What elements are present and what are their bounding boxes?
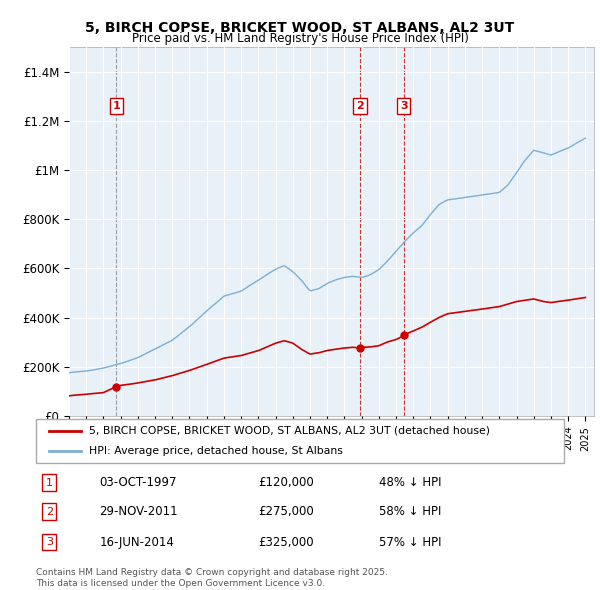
Text: 5, BIRCH COPSE, BRICKET WOOD, ST ALBANS, AL2 3UT (detached house): 5, BIRCH COPSE, BRICKET WOOD, ST ALBANS,…: [89, 426, 490, 436]
Text: 1: 1: [46, 477, 53, 487]
Text: 2: 2: [356, 101, 364, 111]
Text: 1: 1: [112, 101, 120, 111]
Text: 58% ↓ HPI: 58% ↓ HPI: [379, 505, 442, 519]
Text: £325,000: £325,000: [258, 536, 313, 549]
Text: Contains HM Land Registry data © Crown copyright and database right 2025.: Contains HM Land Registry data © Crown c…: [36, 568, 388, 576]
Text: 48% ↓ HPI: 48% ↓ HPI: [379, 476, 442, 489]
Text: HPI: Average price, detached house, St Albans: HPI: Average price, detached house, St A…: [89, 446, 343, 456]
Text: 2: 2: [46, 507, 53, 517]
Text: 57% ↓ HPI: 57% ↓ HPI: [379, 536, 442, 549]
Text: 29-NOV-2011: 29-NOV-2011: [100, 505, 178, 519]
Text: This data is licensed under the Open Government Licence v3.0.: This data is licensed under the Open Gov…: [36, 579, 325, 588]
Text: 3: 3: [46, 537, 53, 547]
Text: 16-JUN-2014: 16-JUN-2014: [100, 536, 174, 549]
FancyBboxPatch shape: [36, 419, 564, 463]
Text: 5, BIRCH COPSE, BRICKET WOOD, ST ALBANS, AL2 3UT: 5, BIRCH COPSE, BRICKET WOOD, ST ALBANS,…: [85, 21, 515, 35]
Text: 3: 3: [400, 101, 407, 111]
Text: Price paid vs. HM Land Registry's House Price Index (HPI): Price paid vs. HM Land Registry's House …: [131, 32, 469, 45]
Text: £120,000: £120,000: [258, 476, 314, 489]
Text: £275,000: £275,000: [258, 505, 314, 519]
Text: 03-OCT-1997: 03-OCT-1997: [100, 476, 177, 489]
